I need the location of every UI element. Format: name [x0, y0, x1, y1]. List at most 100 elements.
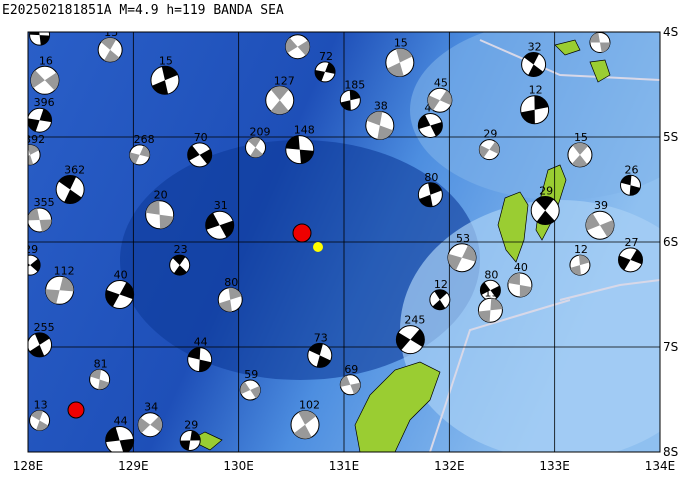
beachball-quadrant — [418, 114, 443, 137]
focal-mechanism — [28, 107, 53, 133]
depth-label: 53 — [456, 232, 470, 245]
depth-label: 27 — [625, 236, 639, 249]
depth-label: 29 — [539, 185, 553, 198]
focal-mechanism — [28, 254, 41, 276]
focal-mechanism — [150, 65, 180, 95]
focal-mechanism — [314, 61, 336, 83]
beachball-quadrant — [248, 137, 263, 158]
beachball-quadrant — [45, 276, 74, 304]
focal-mechanism — [129, 144, 151, 166]
depth-label: 209 — [250, 126, 271, 139]
beachball-quadrant — [29, 32, 50, 46]
focal-mechanism — [28, 144, 41, 166]
focal-mechanism — [187, 142, 213, 168]
depth-label: 13 — [34, 399, 48, 412]
focal-mechanism — [169, 254, 191, 276]
beachball-quadrant — [105, 282, 134, 307]
beachball-quadrant — [478, 298, 503, 323]
focal-mechanism — [285, 135, 315, 165]
beachball-quadrant — [308, 343, 331, 368]
focal-mechanism — [307, 342, 333, 368]
depth-label: 13 — [104, 26, 118, 39]
map-frame — [27, 31, 661, 453]
focal-mechanism — [265, 85, 295, 115]
depth-label: 15 — [394, 36, 408, 49]
beachball-quadrant — [479, 141, 500, 158]
beachball-quadrant — [188, 347, 212, 372]
depth-label: 40 — [514, 261, 528, 274]
focal-mechanism — [589, 32, 611, 53]
beachball-quadrant — [293, 410, 317, 439]
beachball-quadrant — [315, 62, 336, 82]
beachball-quadrant — [570, 255, 590, 276]
depth-label: 29 — [483, 128, 497, 141]
focal-mechanism — [217, 287, 243, 313]
focal-mechanism — [479, 279, 501, 301]
beachball-quadrant — [58, 175, 82, 204]
depth-label: 15 — [574, 131, 588, 144]
focal-mechanism — [339, 89, 361, 111]
beachball-quadrant — [218, 287, 242, 312]
focal-mechanism — [447, 243, 477, 273]
beachball-quadrant — [589, 32, 610, 53]
focal-mechanism — [28, 207, 53, 233]
focal-mechanism — [179, 429, 201, 451]
epicenter — [313, 242, 323, 252]
focal-mechanism — [105, 425, 135, 452]
y-tick-label: 7S — [663, 340, 678, 354]
depth-label: 44 — [114, 414, 128, 427]
focal-mechanism — [145, 200, 175, 230]
depth-label: 29 — [184, 418, 198, 431]
map-title: E202502181851A M=4.9 h=119 BANDA SEA — [2, 3, 284, 18]
beachball-quadrant — [187, 145, 212, 165]
beachball-quadrant — [508, 273, 532, 298]
depth-label: 29 — [24, 243, 38, 256]
beachball-quadrant — [270, 86, 289, 115]
depth-label: 80 — [484, 268, 498, 281]
depth-label: 23 — [174, 243, 188, 256]
beachball-quadrant — [520, 95, 549, 124]
beachball-quadrant — [480, 282, 501, 299]
beachball-quadrant — [28, 144, 39, 165]
beachball-quadrant — [387, 48, 413, 77]
focal-mechanism — [567, 142, 593, 168]
beachball-quadrant — [29, 332, 50, 357]
depth-label: 185 — [344, 78, 365, 91]
focal-mechanism — [45, 275, 75, 305]
depth-label: 32 — [528, 41, 542, 54]
y-tick-label: 6S — [663, 235, 678, 249]
beachball-quadrant — [620, 175, 641, 196]
map-background: 17 32 15 72 33 148 209 80 53 80 40 29 12 27 39 26 15 12 29… — [24, 23, 660, 452]
y-tick-label: 8S — [663, 445, 678, 459]
beachball-quadrant — [30, 70, 59, 91]
focal-mechanism — [385, 47, 415, 77]
x-tick-label: 133E — [539, 459, 570, 473]
beachball-quadrant — [432, 289, 448, 310]
focal-mechanism — [187, 347, 213, 373]
beachball-quadrant — [535, 196, 555, 225]
depth-label: 70 — [194, 131, 208, 144]
beachball-quadrant — [571, 142, 589, 167]
beachball-quadrant — [152, 66, 178, 95]
depth-label: 16 — [39, 54, 53, 67]
beachball-quadrant — [90, 369, 110, 390]
focal-mechanism — [365, 110, 395, 140]
focal-mechanism — [478, 139, 500, 161]
focal-mechanism — [290, 410, 320, 440]
depth-label: 33 — [292, 23, 306, 36]
depth-label: 396 — [34, 96, 55, 109]
depth-label: 40 — [114, 269, 128, 282]
beachball-quadrant — [30, 410, 49, 431]
depth-label: 44 — [194, 336, 208, 349]
focal-mechanism — [245, 137, 267, 158]
beachball-quadrant — [205, 212, 234, 238]
depth-label: 392 — [24, 133, 45, 146]
beachball-quadrant — [285, 135, 314, 164]
beachball-quadrant — [285, 37, 310, 56]
beachball — [265, 85, 295, 115]
beachball-quadrant — [129, 145, 150, 164]
depth-label: 19 — [484, 286, 498, 299]
beachball-quadrant — [138, 416, 163, 434]
beachball-quadrant — [28, 108, 52, 132]
x-tick-label: 130E — [223, 459, 254, 473]
